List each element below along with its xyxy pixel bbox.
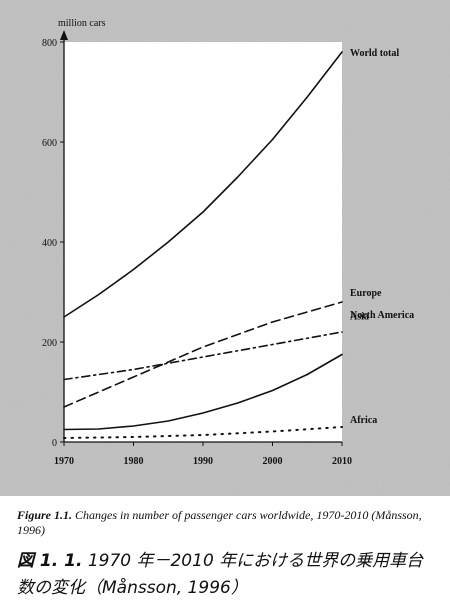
x-tick-label: 2010 <box>332 456 352 467</box>
figure-caption-english: Figure 1.1. Changes in number of passeng… <box>17 508 437 538</box>
y-tick-label: 400 <box>42 238 57 249</box>
series-label-europe: Europe <box>350 288 382 299</box>
figure-caption-jp-label: 図 1. 1. <box>17 551 83 571</box>
series-label-world-total: World total <box>350 48 399 59</box>
figure-caption-jp-text: 1970 年－2010 年における世界の乗用車台数の変化（Månsson, 19… <box>17 551 424 598</box>
series-label-asia: Asia <box>350 312 369 323</box>
series-line-europe <box>63 301 343 408</box>
y-tick-label: 600 <box>42 138 57 149</box>
series-line-asia <box>63 353 343 431</box>
x-tick-label: 1980 <box>124 456 144 467</box>
car-count-chart: million cars 0 200 400 600 800 1970 1980 1990 200… <box>0 0 450 496</box>
x-tick-label: 1990 <box>193 456 213 467</box>
y-tick-label: 200 <box>42 338 57 349</box>
series-label-africa: Africa <box>350 415 377 426</box>
x-tick-label: 2000 <box>263 456 283 467</box>
series-line-north-america <box>63 331 343 381</box>
y-axis-label: million cars <box>58 18 106 29</box>
figure-caption-japanese: 図 1. 1. 1970 年－2010 年における世界の乗用車台数の変化（Mån… <box>17 548 437 602</box>
y-tick-label: 800 <box>42 38 57 49</box>
series-label-north-america: North America <box>350 310 414 321</box>
x-tick-label: 1970 <box>54 456 74 467</box>
series-line-africa <box>63 426 343 439</box>
figure-caption-label: Figure 1.1. <box>17 508 73 522</box>
y-axis-arrow <box>60 30 68 40</box>
plot-area <box>64 42 342 442</box>
figure-caption-text: Changes in number of passenger cars worl… <box>17 508 422 537</box>
y-tick-label: 0 <box>52 438 57 449</box>
series-line-world-total <box>63 51 343 318</box>
